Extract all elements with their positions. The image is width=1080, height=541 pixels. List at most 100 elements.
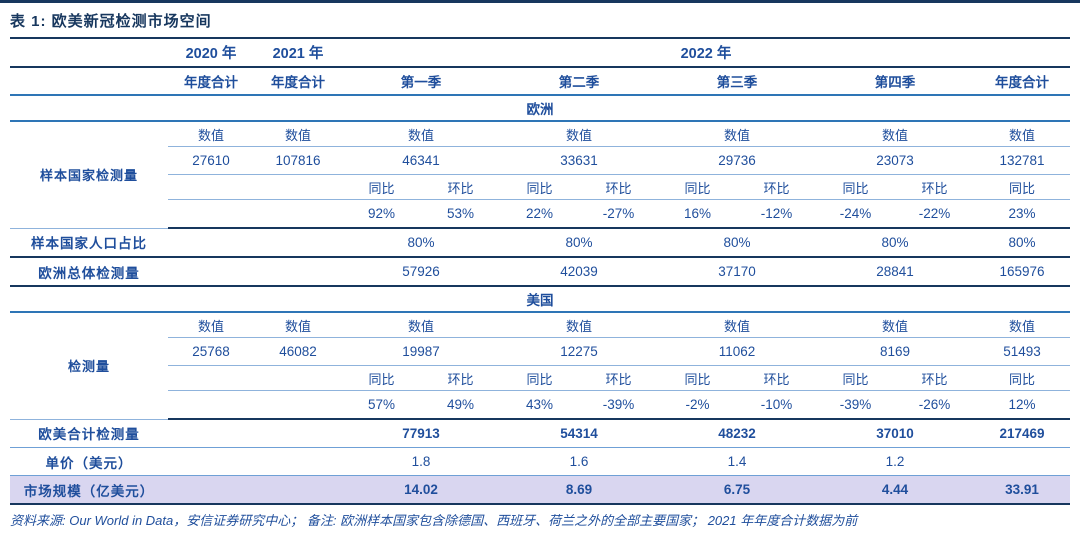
metric-label: 环比 [579, 174, 658, 200]
row-label: 样本国家人口占比 [10, 228, 168, 258]
empty-cell [168, 447, 254, 476]
value-cell: 1.6 [500, 447, 658, 476]
value-cell: -39% [816, 390, 895, 420]
header-row-periods: 年度合计 年度合计 第一季 第二季 第三季 第四季 年度合计 [10, 67, 1071, 96]
row-label: 样本国家检测量 [10, 121, 168, 229]
value-cell: 19987 [342, 337, 500, 366]
empty-cell [974, 447, 1071, 476]
section-header: 欧洲 [10, 95, 1071, 122]
col-2022: 2022 年 [342, 39, 1071, 68]
col-2021-annual: 年度合计 [254, 67, 342, 96]
metric-label: 同比 [342, 174, 421, 200]
metric-label: 同比 [500, 174, 579, 200]
col-q3: 第三季 [658, 67, 816, 96]
metric-label: 数值 [342, 312, 500, 338]
metric-label: 数值 [658, 312, 816, 338]
value-cell: -27% [579, 199, 658, 229]
empty-cell [254, 174, 342, 200]
metric-label: 数值 [816, 312, 974, 338]
value-cell: -12% [737, 199, 816, 229]
value-cell: -26% [895, 390, 974, 420]
value-cell: 4.44 [816, 475, 974, 505]
col-2020-annual: 年度合计 [168, 67, 254, 96]
value-cell: 23% [974, 199, 1071, 229]
metric-label: 同比 [816, 365, 895, 391]
metric-label: 数值 [816, 121, 974, 147]
metric-label: 数值 [974, 121, 1071, 147]
table-title: 表 1: 欧美新冠检测市场空间 [10, 3, 1070, 39]
row-label: 市场规模（亿美元） [10, 475, 168, 505]
section-row-europe: 欧洲 [10, 95, 1071, 122]
metric-label: 环比 [421, 365, 500, 391]
metric-label: 数值 [500, 312, 658, 338]
us-tests-values-row: 25768 46082 19987 12275 11062 8169 51493 [10, 337, 1071, 366]
metric-label: 同比 [974, 365, 1071, 391]
value-cell: 80% [816, 228, 974, 258]
market-table: 2020 年 2021 年 2022 年 年度合计 年度合计 第一季 第二季 第… [10, 39, 1071, 505]
value-cell: 22% [500, 199, 579, 229]
col-q4: 第四季 [816, 67, 974, 96]
metric-label: 同比 [342, 365, 421, 391]
value-cell: 48232 [658, 419, 816, 448]
value-cell: 27610 [168, 146, 254, 175]
source-note: 资料来源: Our World in Data，安信证券研究中心； 备注: 欧洲… [10, 513, 858, 528]
value-cell: 51493 [974, 337, 1071, 366]
metric-label: 环比 [737, 365, 816, 391]
value-cell: 12275 [500, 337, 658, 366]
combined-total-row: 欧美合计检测量 77913 54314 48232 37010 217469 [10, 419, 1071, 448]
empty-cell [254, 419, 342, 448]
metric-label: 同比 [816, 174, 895, 200]
europe-population-row: 样本国家人口占比 80% 80% 80% 80% 80% [10, 228, 1071, 258]
metric-label: 数值 [254, 121, 342, 147]
empty-cell [168, 475, 254, 505]
value-cell: -39% [579, 390, 658, 420]
empty-cell [168, 419, 254, 448]
empty-cell [254, 390, 342, 420]
empty-cell [254, 365, 342, 391]
metric-label: 同比 [658, 174, 737, 200]
value-cell: 57% [342, 390, 421, 420]
value-cell: 1.4 [658, 447, 816, 476]
value-cell: 46341 [342, 146, 500, 175]
empty-cell [254, 447, 342, 476]
metric-label: 环比 [737, 174, 816, 200]
us-tests-metric-row: 检测量 数值 数值 数值 数值 数值 数值 数值 [10, 312, 1071, 420]
empty-cell [168, 257, 254, 287]
empty-cell [168, 390, 254, 420]
value-cell: 46082 [254, 337, 342, 366]
value-cell: 42039 [500, 257, 658, 287]
metric-label: 同比 [500, 365, 579, 391]
value-cell: -2% [658, 390, 737, 420]
metric-label: 环比 [895, 365, 974, 391]
metric-label: 同比 [974, 174, 1071, 200]
value-cell: 25768 [168, 337, 254, 366]
value-cell: -22% [895, 199, 974, 229]
value-cell: 53% [421, 199, 500, 229]
metric-label: 数值 [342, 121, 500, 147]
col-2021: 2021 年 [254, 39, 342, 68]
value-cell: 33631 [500, 146, 658, 175]
value-cell: 54314 [500, 419, 658, 448]
unit-price-row: 单价（美元） 1.8 1.6 1.4 1.2 [10, 447, 1071, 476]
market-size-row: 市场规模（亿美元） 14.02 8.69 6.75 4.44 33.91 [10, 475, 1071, 505]
value-cell: 1.2 [816, 447, 974, 476]
value-cell: 14.02 [342, 475, 500, 505]
value-cell: 49% [421, 390, 500, 420]
value-cell: 29736 [658, 146, 816, 175]
corner-cell [10, 39, 168, 68]
metric-label: 环比 [895, 174, 974, 200]
row-label: 欧洲总体检测量 [10, 257, 168, 287]
metric-label: 数值 [974, 312, 1071, 338]
metric-label: 数值 [254, 312, 342, 338]
europe-sample-values-row: 27610 107816 46341 33631 29736 23073 132… [10, 146, 1071, 175]
value-cell: 80% [500, 228, 658, 258]
europe-sample-metric-row: 样本国家检测量 数值 数值 数值 数值 数值 数值 数值 [10, 121, 1071, 229]
value-cell: 57926 [342, 257, 500, 287]
col-q1: 第一季 [342, 67, 500, 96]
empty-cell [168, 199, 254, 229]
corner-cell [10, 67, 168, 96]
section-row-us: 美国 [10, 286, 1071, 313]
metric-label: 数值 [168, 121, 254, 147]
empty-cell [168, 228, 254, 258]
